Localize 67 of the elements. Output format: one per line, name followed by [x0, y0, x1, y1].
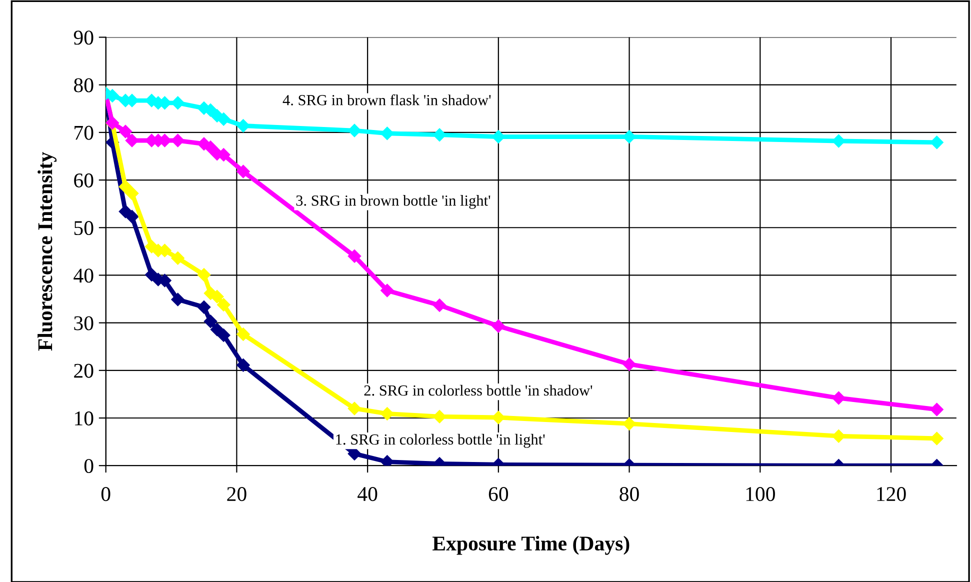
point — [236, 119, 250, 132]
point — [125, 186, 139, 200]
point — [197, 300, 211, 314]
point — [118, 124, 132, 138]
point — [171, 134, 184, 148]
x-tick-label: 60 — [488, 487, 508, 502]
point — [348, 402, 362, 416]
point — [197, 268, 211, 282]
x-tick-label: 0 — [101, 487, 110, 502]
point — [236, 328, 250, 341]
x-tick-label: 120 — [877, 487, 906, 502]
series-label: 4. SRG in brown flask 'in shadow' — [282, 94, 491, 106]
point — [236, 164, 250, 178]
point — [118, 180, 132, 194]
point — [380, 126, 394, 140]
point — [217, 112, 230, 126]
x-axis-title: Exposure Time (Days) — [432, 536, 630, 555]
point — [210, 290, 224, 304]
y-tick-label: 60 — [74, 173, 94, 188]
point — [106, 89, 119, 102]
point — [125, 210, 139, 224]
point — [930, 136, 944, 150]
point — [171, 252, 184, 265]
point — [380, 407, 394, 420]
point — [348, 250, 362, 263]
point — [204, 140, 218, 154]
point — [217, 298, 230, 312]
point — [217, 328, 230, 342]
point — [832, 391, 846, 405]
x-tick-label: 80 — [620, 487, 639, 502]
point — [622, 358, 636, 371]
series-label: 1. SRG in colorless bottle 'in light' — [336, 434, 545, 448]
point — [930, 402, 944, 416]
point — [236, 358, 250, 372]
y-tick-label: 50 — [74, 221, 94, 236]
point — [622, 130, 636, 144]
point — [348, 124, 362, 138]
x-tick-label: 20 — [227, 487, 246, 502]
point — [125, 134, 139, 148]
point — [380, 455, 394, 466]
x-tick-label: 100 — [746, 487, 775, 502]
point — [432, 410, 446, 424]
series-label: 2. SRG in colorless bottle 'in shadow' — [364, 384, 592, 396]
point — [204, 314, 218, 328]
point — [432, 298, 446, 312]
point — [171, 292, 184, 306]
point — [380, 284, 394, 298]
y-tick-label: 10 — [75, 411, 94, 426]
y-tick-label: 20 — [74, 364, 94, 378]
y-tick-label: 40 — [74, 268, 94, 283]
point — [171, 96, 184, 110]
point — [492, 320, 506, 333]
point — [930, 432, 944, 446]
y-tick-label: 0 — [84, 458, 94, 474]
x-tick-label: 40 — [358, 487, 378, 502]
y-tick-label: 70 — [74, 126, 94, 140]
y-tick-label: 30 — [74, 316, 94, 330]
point — [348, 447, 362, 460]
y-axis-title: Fluorescence Intensity — [38, 152, 57, 351]
y-tick-label: 80 — [74, 78, 94, 92]
point — [492, 410, 506, 424]
series-label: 3. SRG in brown bottle 'in light' — [296, 194, 490, 209]
point — [832, 134, 846, 148]
point — [622, 417, 636, 430]
point — [832, 430, 846, 443]
y-tick-label: 90 — [74, 30, 94, 45]
point — [432, 128, 446, 142]
